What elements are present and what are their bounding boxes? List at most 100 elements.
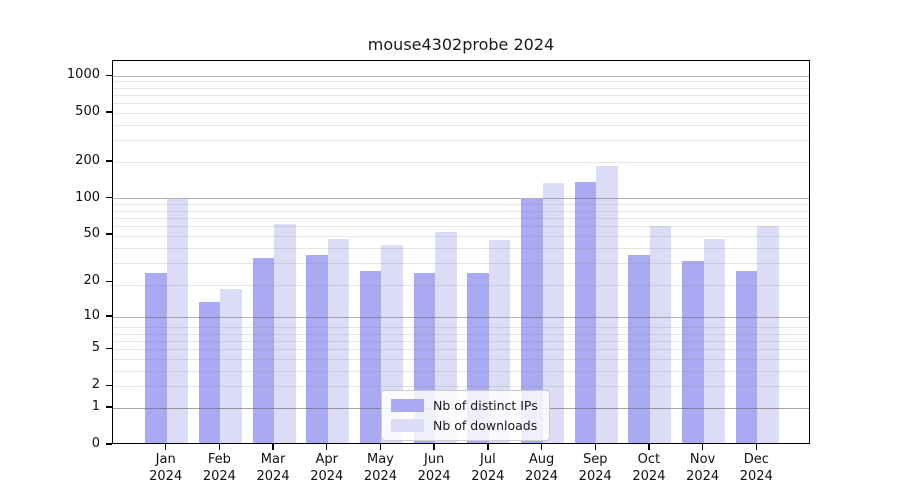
x-tick-mark-apr [326, 444, 328, 450]
month-label: Jun [423, 452, 445, 467]
month-label: Feb [207, 452, 231, 467]
year-label: 2024 [310, 469, 344, 484]
gridline-10 [113, 316, 809, 318]
x-tick-label-oct: Oct 2024 [622, 451, 676, 485]
legend-item-downloads: Nb of downloads [391, 418, 538, 433]
bar-downloads-jan [166, 199, 189, 443]
gridline-79 [113, 210, 809, 212]
gridline-799 [113, 87, 809, 89]
bar-downloads-sep [596, 166, 618, 443]
year-label: 2024 [363, 469, 397, 484]
x-tick-mark-nov [701, 444, 704, 450]
bar-downloads-nov [703, 238, 726, 443]
y-tick-label-1: 1 [91, 399, 100, 414]
gridline-69 [113, 217, 809, 219]
gridline-599 [113, 103, 809, 105]
bar-distinct-ips-apr [306, 254, 328, 443]
y-tick-label-20: 20 [83, 273, 100, 289]
gridline-8 [113, 327, 809, 329]
x-tick-mark-sep [594, 444, 596, 450]
gridline-299 [113, 140, 809, 142]
bar-distinct-ips-jan [145, 273, 167, 443]
x-tick-mark-jun [433, 444, 435, 450]
gridline-100 [113, 198, 809, 200]
gridline-3 [113, 370, 809, 372]
x-tick-mark-mar [272, 444, 274, 450]
bar-downloads-dec [757, 226, 779, 443]
gridline-699 [113, 94, 809, 96]
gridline-4 [113, 358, 809, 360]
y-tick-label-200: 200 [75, 152, 100, 168]
legend-swatch-distinct-ips [391, 399, 424, 412]
bar-distinct-ips-sep [574, 181, 597, 443]
bar-downloads-aug [542, 182, 565, 443]
x-tick-label-aug: Aug 2024 [515, 451, 569, 485]
bar-downloads-mar [274, 223, 296, 443]
year-label: 2024 [149, 469, 183, 484]
bar-distinct-ips-nov [682, 261, 704, 443]
bar-distinct-ips-mar [252, 258, 275, 443]
x-tick-mark-aug [540, 444, 543, 450]
year-label: 2024 [632, 469, 666, 484]
x-tick-label-may: May 2024 [353, 451, 407, 485]
x-tick-label-sep: Sep 2024 [568, 451, 622, 485]
x-tick-label-feb: Feb 2024 [192, 451, 246, 485]
year-label: 2024 [578, 469, 612, 484]
plot-area: Nb of distinct IPs Nb of downloads [112, 60, 810, 444]
bar-distinct-ips-feb [198, 302, 221, 443]
x-tick-label-nov: Nov 2024 [676, 451, 730, 485]
bar-distinct-ips-dec [735, 271, 758, 443]
legend-swatch-downloads [391, 419, 424, 432]
gridline-199 [113, 161, 809, 163]
legend-label-distinct-ips: Nb of distinct IPs [433, 398, 538, 413]
chart-title: mouse4302probe 2024 [367, 35, 555, 54]
x-tick-label-jan: Jan 2024 [139, 451, 193, 485]
gridline-899 [113, 81, 809, 83]
gridline-59 [113, 225, 809, 227]
x-tick-mark-jul [487, 444, 489, 450]
y-tick-label-2: 2 [91, 377, 100, 393]
y-tick-label-0: 0 [91, 436, 100, 451]
bar-downloads-feb [220, 288, 242, 443]
x-tick-label-jun: Jun 2024 [407, 451, 461, 485]
gridline-1000 [113, 75, 809, 77]
gridline-7 [113, 333, 809, 335]
bar-downloads-oct [649, 226, 672, 443]
gridlines-layer [113, 61, 809, 443]
legend-label-downloads: Nb of downloads [433, 418, 538, 433]
year-label: 2024 [417, 469, 451, 484]
gridline-499 [113, 112, 809, 114]
x-tick-label-jul: Jul 2024 [461, 451, 515, 485]
gridline-5 [113, 348, 809, 350]
y-tick-label-1000: 1000 [66, 67, 100, 83]
x-tick-label-apr: Apr 2024 [300, 451, 354, 485]
month-label: Nov [689, 452, 716, 467]
gridline-2 [113, 385, 809, 387]
y-tick-label-5: 5 [91, 340, 100, 356]
month-label: Dec [743, 452, 769, 467]
bar-distinct-ips-oct [628, 254, 650, 443]
year-label: 2024 [524, 469, 559, 484]
year-label: 2024 [256, 469, 290, 484]
month-label: May [367, 452, 394, 467]
year-label: 2024 [471, 469, 505, 484]
month-label: Sep [582, 452, 608, 467]
gridline-49 [113, 235, 809, 237]
bar-distinct-ips-aug [521, 198, 543, 443]
month-label: Apr [315, 452, 339, 467]
x-tick-label-mar: Mar 2024 [246, 451, 300, 485]
legend: Nb of distinct IPs Nb of downloads [381, 390, 550, 441]
y-tick-label-10: 10 [83, 308, 100, 323]
x-tick-mark-jan [164, 444, 167, 450]
gridline-399 [113, 124, 809, 126]
y-tick-label-500: 500 [75, 104, 100, 120]
month-label: Aug [528, 452, 555, 467]
year-label: 2024 [202, 469, 236, 484]
month-label: Mar [260, 452, 286, 467]
gridline-89 [113, 204, 809, 206]
year-label: 2024 [686, 469, 720, 484]
gridline-39 [113, 247, 809, 249]
month-label: Oct [637, 452, 661, 467]
month-label: Jan [155, 452, 176, 467]
x-tick-mark-dec [755, 444, 757, 450]
